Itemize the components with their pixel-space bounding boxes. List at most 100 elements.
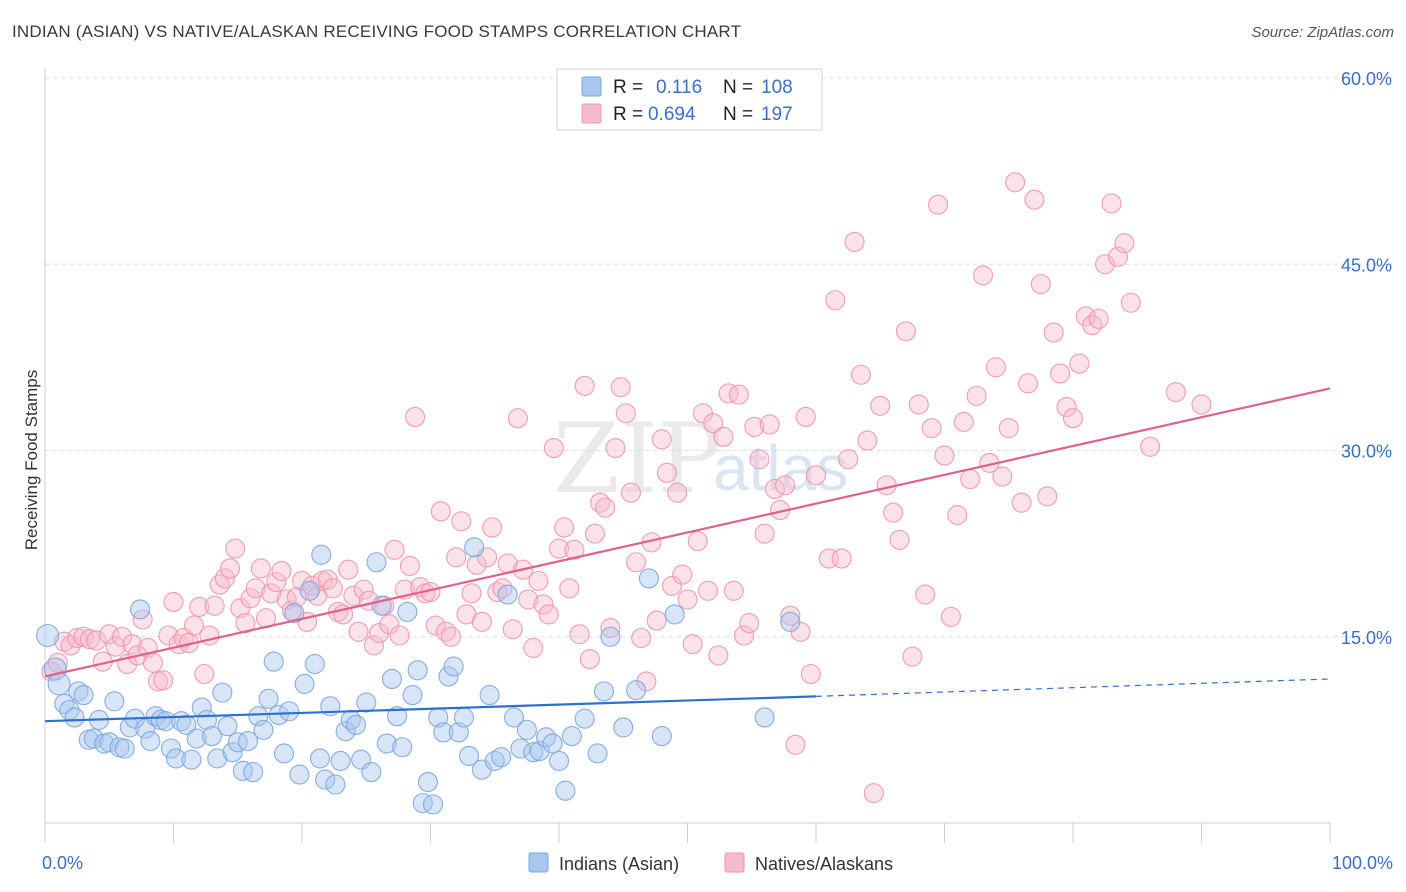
blue-point-71 [402, 685, 423, 706]
pink-point-185 [1062, 408, 1084, 429]
pink-point-169 [960, 469, 981, 490]
blue-point-102 [600, 626, 621, 647]
pink-point-92 [528, 570, 549, 591]
blue-point-50 [294, 673, 315, 694]
pink-point-17 [142, 652, 163, 673]
pink-point-79 [461, 583, 482, 604]
pink-point-178 [1017, 373, 1039, 394]
blue-point-58 [335, 721, 356, 742]
pink-point-134 [744, 416, 765, 437]
blue-point-90 [510, 738, 531, 759]
blue-point-12 [99, 732, 120, 753]
pink-point-81 [471, 611, 492, 632]
pink-point-106 [600, 618, 621, 639]
pink-point-67 [399, 555, 420, 577]
pink-point-167 [947, 505, 968, 526]
pink-point-131 [728, 384, 749, 405]
series-legend: Indians (Asian) Natives/Alaskans [528, 852, 893, 874]
legend-n-label-2: N = [723, 104, 753, 125]
pink-point-107 [605, 437, 626, 459]
pink-point-197 [1191, 394, 1212, 415]
pink-point-101 [574, 375, 595, 396]
x-tick-label-0: 0.0% [42, 853, 83, 873]
legend-n-value-2: 197 [761, 104, 793, 125]
blue-point-0 [36, 623, 60, 648]
blue-point-5 [64, 707, 85, 728]
blue-point-41 [248, 706, 269, 727]
blue-point-13 [104, 691, 125, 712]
pink-point-52 [322, 578, 343, 599]
pink-point-194 [1120, 292, 1141, 313]
pink-point-141 [780, 605, 801, 626]
pink-point-112 [631, 627, 652, 649]
blue-point-78 [438, 666, 459, 687]
pink-point-102 [579, 649, 600, 670]
pink-point-38 [250, 558, 271, 579]
pink-point-109 [615, 403, 636, 424]
blue-point-9 [83, 728, 104, 749]
blue-point-48 [284, 603, 305, 624]
pink-point-33 [225, 538, 246, 559]
blue-point-92 [523, 742, 544, 763]
pink-point-190 [1095, 254, 1116, 275]
pink-point-189 [1088, 308, 1109, 329]
pink-point-127 [708, 645, 729, 666]
pink-point-83 [482, 517, 503, 538]
x-tick-label-1: 100.0% [1332, 853, 1393, 873]
pink-point-163 [921, 418, 942, 439]
pink-point-138 [764, 478, 785, 500]
blue-point-105 [638, 568, 660, 589]
pink-point-153 [857, 430, 878, 451]
blue-point-75 [423, 794, 444, 815]
pink-point-80 [466, 554, 487, 575]
pink-point-160 [902, 646, 923, 667]
blue-point-53 [309, 748, 331, 769]
pink-point-137 [759, 414, 780, 435]
pink-point-130 [723, 580, 744, 601]
pink-point-20 [158, 625, 179, 646]
legend-r-value-2: 0.694 [648, 104, 696, 125]
blue-point-43 [258, 688, 279, 709]
pink-point-180 [1030, 274, 1051, 295]
blue-point-79 [443, 656, 464, 677]
legend-r-label-1: R = [613, 77, 643, 98]
pink-point-40 [261, 583, 282, 604]
pink-point-105 [595, 497, 616, 518]
blue-point-18 [130, 599, 151, 620]
pink-point-6 [79, 629, 101, 650]
pink-point-188 [1082, 315, 1103, 336]
blue-point-96 [548, 750, 570, 771]
pink-point-176 [1005, 172, 1026, 193]
pink-point-100 [569, 624, 590, 645]
pink-point-157 [883, 502, 904, 523]
pink-point-191 [1101, 193, 1122, 214]
pink-point-76 [446, 547, 467, 568]
pink-point-159 [895, 321, 917, 342]
pink-point-148 [825, 290, 846, 311]
blue-point-98 [561, 726, 582, 747]
blue-point-44 [263, 651, 284, 672]
pink-point-149 [831, 548, 852, 569]
pink-point-196 [1165, 382, 1186, 403]
pink-point-2 [54, 631, 75, 652]
blue-point-99 [574, 708, 595, 729]
pink-point-168 [953, 411, 974, 432]
blue-point-95 [542, 733, 563, 754]
blue-point-77 [433, 722, 454, 743]
pink-point-68 [405, 406, 426, 428]
blue-point-82 [458, 745, 480, 767]
blue-point-7 [73, 685, 94, 706]
blue-point-36 [222, 742, 243, 763]
blue-point-103 [613, 717, 634, 738]
pink-point-36 [240, 588, 261, 609]
pink-point-115 [646, 610, 667, 631]
pink-point-108 [610, 377, 631, 398]
bottom-legend-swatch-blue [528, 852, 549, 873]
axes [44, 68, 1331, 843]
pink-point-117 [656, 462, 677, 483]
blue-point-52 [304, 654, 325, 675]
pink-point-25 [184, 615, 205, 636]
blue-point-47 [279, 701, 300, 722]
pink-point-61 [369, 622, 390, 644]
blue-point-106 [651, 726, 672, 747]
